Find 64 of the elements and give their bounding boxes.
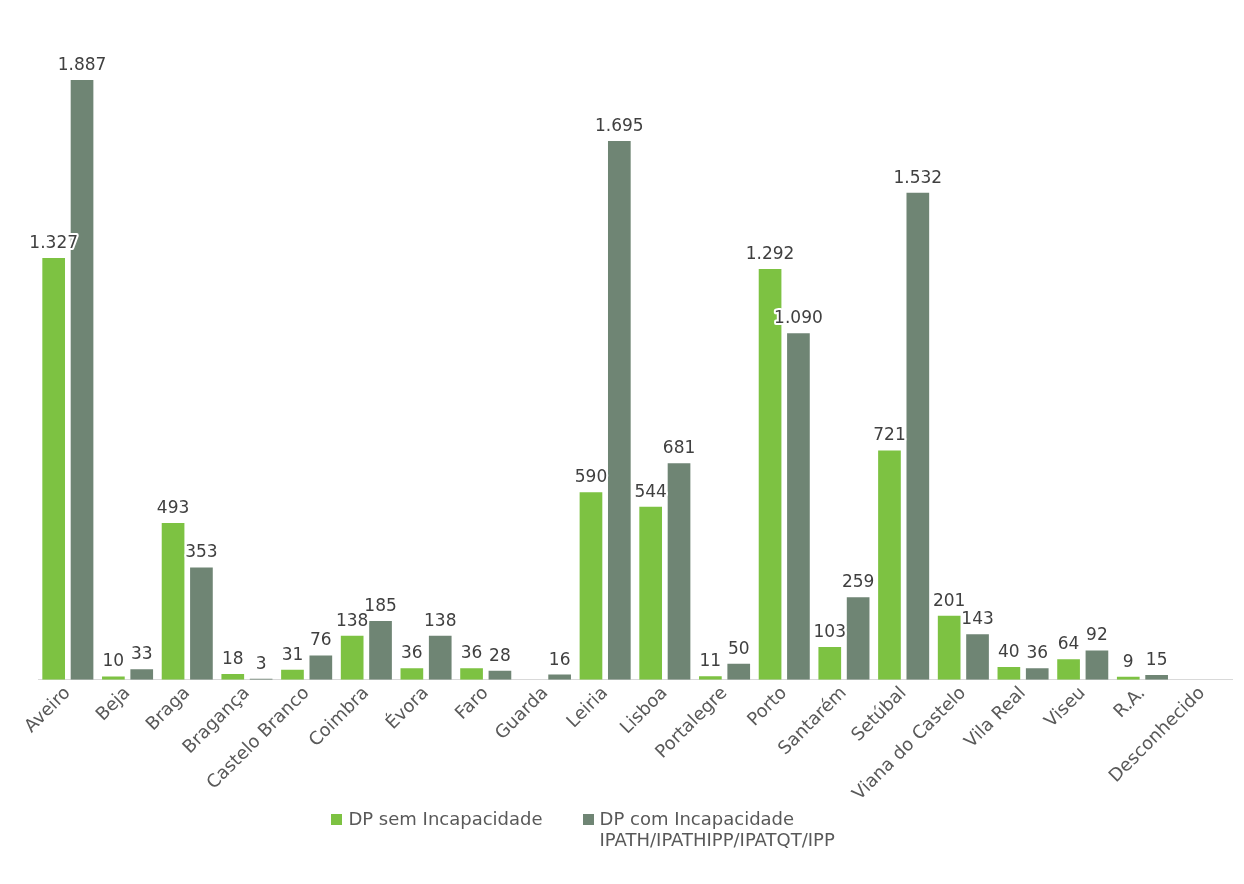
data-label: 1.292 <box>745 242 795 263</box>
bar <box>667 463 691 680</box>
data-label: 11 <box>699 650 722 671</box>
bar <box>937 615 961 680</box>
data-label: 590 <box>574 466 608 487</box>
data-label: 36 <box>1026 642 1049 663</box>
bar <box>1085 650 1109 680</box>
data-label: 64 <box>1057 633 1080 654</box>
bar <box>727 663 751 680</box>
data-label: 33 <box>130 643 153 664</box>
data-label: 1.532 <box>893 166 943 187</box>
bar <box>460 668 483 680</box>
bar <box>281 669 304 680</box>
data-label: 1.695 <box>594 114 644 135</box>
bar <box>787 333 810 680</box>
data-label: 36 <box>401 642 423 663</box>
bar <box>309 655 333 680</box>
data-label: 50 <box>727 637 750 658</box>
x-tick-label: Faro <box>450 681 492 724</box>
bar <box>966 634 989 680</box>
data-label: 143 <box>961 608 994 629</box>
data-label: 36 <box>460 642 483 663</box>
data-label: 16 <box>548 648 571 669</box>
bar <box>846 597 870 680</box>
data-label: 40 <box>998 640 1020 661</box>
bar <box>190 567 213 680</box>
bar <box>878 450 901 680</box>
legend-label: DP com Incapacidade IPATH/IPATHIPP/IPATQT/IPP <box>599 808 836 850</box>
data-label: 31 <box>281 643 304 664</box>
data-label: 10 <box>102 650 125 671</box>
data-label: 493 <box>156 496 190 517</box>
data-label: 1.887 <box>57 53 107 74</box>
legend-label: DP sem Incapacidade <box>348 808 543 829</box>
data-label: 353 <box>185 541 218 562</box>
data-label: 681 <box>662 437 696 458</box>
data-label: 92 <box>1086 624 1108 645</box>
data-label: 201 <box>932 589 966 610</box>
data-label: 259 <box>841 571 875 592</box>
bar <box>579 492 603 680</box>
bar <box>607 140 631 680</box>
data-label: 15 <box>1145 648 1168 669</box>
bar <box>130 669 154 680</box>
bar <box>369 620 392 680</box>
bar <box>906 192 930 680</box>
bar <box>1025 668 1049 680</box>
data-label: 103 <box>813 620 846 641</box>
data-label: 138 <box>424 609 457 630</box>
data-label: 28 <box>489 644 511 665</box>
bar <box>400 668 424 680</box>
bar <box>1057 659 1080 680</box>
bar <box>428 635 452 680</box>
bar <box>102 676 125 680</box>
data-label: 9 <box>1122 650 1134 671</box>
bar <box>161 522 185 680</box>
bar <box>997 666 1021 680</box>
bar <box>42 257 66 680</box>
data-label: 544 <box>634 480 667 501</box>
data-label: 18 <box>221 647 244 668</box>
data-label: 76 <box>310 629 332 650</box>
data-label: 721 <box>873 424 906 445</box>
bar <box>340 635 364 680</box>
bar <box>639 506 663 680</box>
data-label: 3 <box>255 652 267 673</box>
bar <box>818 646 842 680</box>
